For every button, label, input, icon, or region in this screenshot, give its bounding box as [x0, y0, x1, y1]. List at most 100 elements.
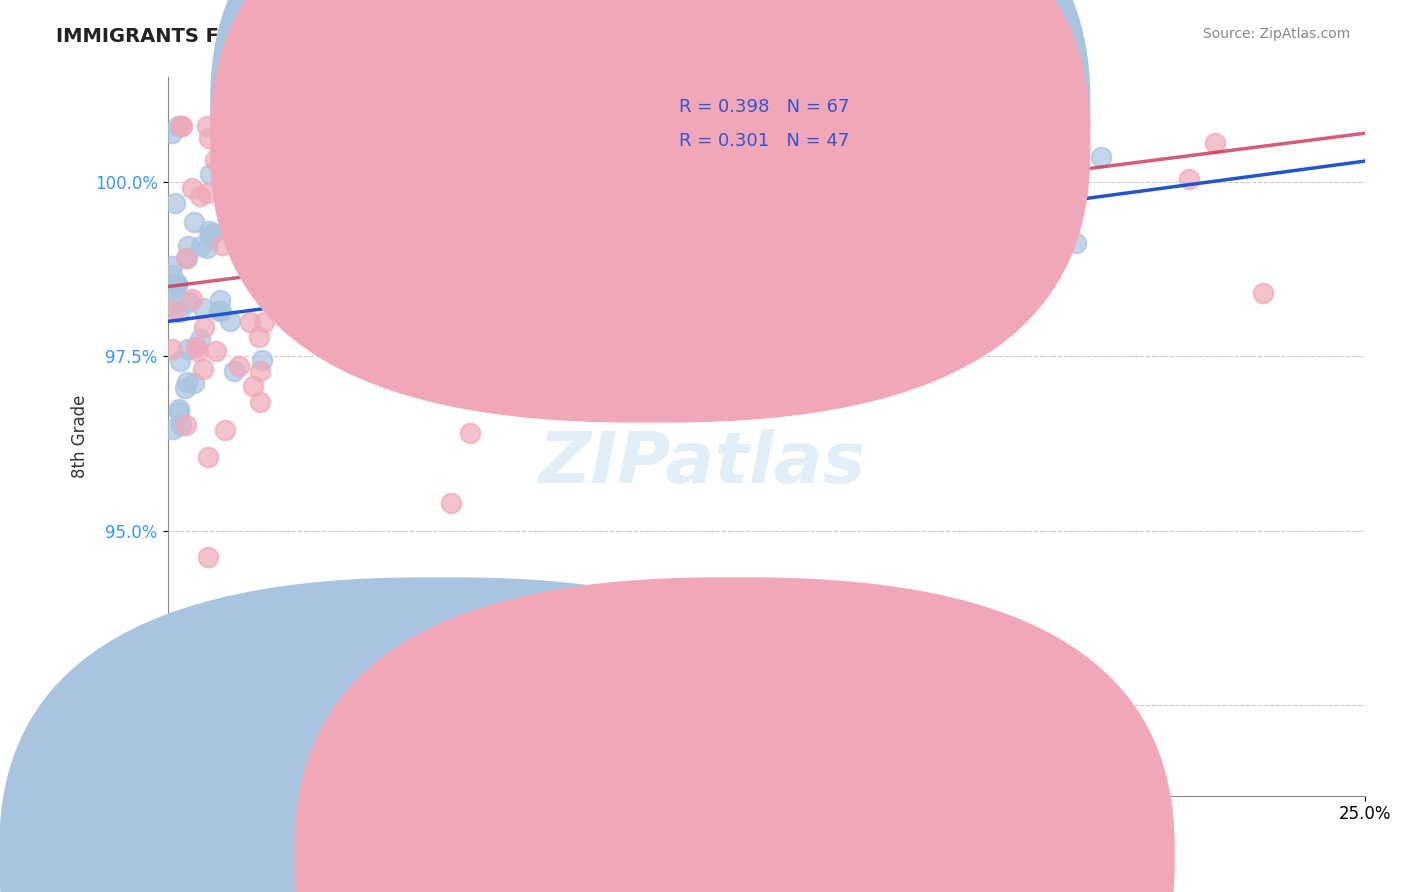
Point: [520, 243, 543, 257]
Point: [177, 342, 200, 356]
Point: [166, 277, 188, 292]
Point: [440, 496, 463, 510]
Point: [232, 198, 254, 212]
Point: [229, 202, 252, 217]
Point: [337, 215, 360, 229]
Point: [214, 423, 236, 437]
Point: [162, 283, 184, 297]
Point: [565, 141, 588, 155]
Point: [198, 224, 221, 238]
Point: [162, 260, 184, 274]
Point: [170, 120, 193, 134]
Point: [170, 120, 193, 134]
Text: Source: ZipAtlas.com: Source: ZipAtlas.com: [1202, 27, 1350, 41]
Point: [458, 426, 481, 441]
Point: [176, 252, 198, 266]
Point: [169, 354, 191, 368]
Point: [222, 364, 245, 378]
Point: [188, 332, 211, 346]
Point: [162, 268, 184, 282]
Point: [211, 238, 233, 252]
Text: Maltese: Maltese: [786, 849, 845, 863]
Point: [205, 344, 228, 359]
Point: [167, 305, 190, 319]
Point: [1028, 131, 1050, 145]
Point: [162, 297, 184, 311]
Point: [242, 379, 264, 393]
Point: [271, 185, 294, 199]
Point: [228, 359, 250, 373]
Point: [652, 282, 675, 296]
Point: [245, 242, 267, 256]
Point: [193, 320, 215, 334]
Point: [249, 395, 271, 409]
Point: [195, 120, 218, 134]
Point: [460, 258, 482, 272]
Point: [201, 226, 224, 240]
Point: [195, 241, 218, 255]
Point: [931, 223, 953, 237]
Text: ZIPatlas: ZIPatlas: [540, 429, 866, 499]
Point: [193, 361, 215, 376]
Point: [415, 242, 437, 256]
Point: [616, 259, 638, 273]
Point: [208, 304, 231, 318]
Point: [191, 301, 214, 316]
Point: [166, 277, 188, 292]
Point: [177, 295, 200, 310]
Point: [177, 239, 200, 253]
Point: [292, 124, 315, 138]
Point: [187, 343, 209, 358]
Point: [328, 332, 350, 346]
Point: [253, 315, 276, 329]
Point: [828, 202, 851, 217]
Text: Immigrants from Australia: Immigrants from Australia: [434, 849, 634, 863]
Point: [239, 316, 262, 330]
Point: [190, 239, 212, 253]
Point: [163, 196, 186, 211]
Point: [529, 158, 551, 172]
Point: [787, 120, 810, 134]
Point: [198, 167, 221, 181]
Point: [209, 293, 232, 308]
Point: [176, 375, 198, 389]
Point: [162, 342, 184, 356]
Point: [1178, 172, 1201, 186]
Point: [167, 120, 190, 134]
Point: [163, 304, 186, 318]
Point: [197, 549, 219, 564]
Point: [373, 310, 395, 325]
Point: [1050, 120, 1073, 134]
Point: [197, 450, 219, 464]
Point: [250, 282, 273, 296]
Point: [204, 153, 226, 167]
Point: [174, 417, 197, 432]
Point: [174, 251, 197, 265]
Point: [742, 120, 765, 134]
Point: [181, 292, 204, 306]
Point: [249, 364, 271, 378]
Point: [167, 405, 190, 419]
Point: [357, 280, 380, 294]
Y-axis label: 8th Grade: 8th Grade: [72, 395, 89, 478]
Point: [588, 249, 610, 263]
Point: [1064, 235, 1087, 250]
Point: [200, 228, 222, 243]
Point: [208, 127, 231, 141]
Point: [170, 417, 193, 432]
Point: [209, 304, 232, 318]
Point: [1204, 136, 1226, 151]
Point: [188, 188, 211, 202]
Point: [198, 131, 221, 145]
Point: [184, 340, 207, 354]
Text: IMMIGRANTS FROM AUSTRALIA VS MALTESE 8TH GRADE CORRELATION CHART: IMMIGRANTS FROM AUSTRALIA VS MALTESE 8TH…: [56, 27, 912, 45]
Point: [756, 235, 779, 250]
Point: [591, 321, 613, 335]
Point: [226, 207, 249, 221]
Point: [183, 376, 205, 390]
Point: [1090, 150, 1112, 164]
Point: [329, 255, 352, 269]
Point: [219, 313, 242, 327]
Point: [247, 329, 270, 343]
Point: [745, 180, 768, 194]
